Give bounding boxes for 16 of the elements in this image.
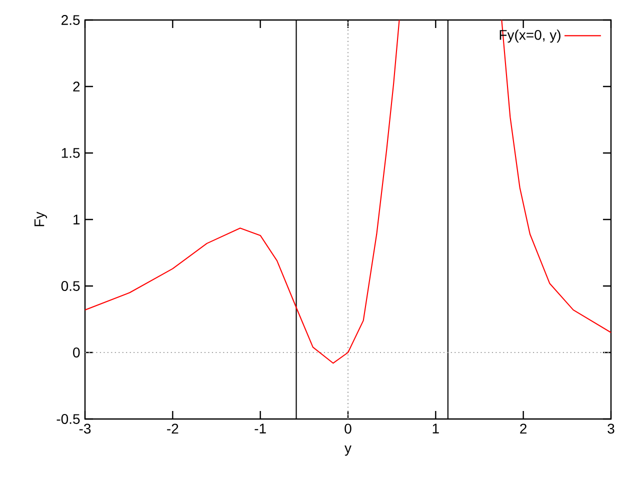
y-tick-label: 2	[73, 82, 80, 92]
y-tick-label: 1	[74, 214, 80, 224]
x-tick-label: 1	[432, 424, 439, 434]
y-tick-label: 0	[73, 348, 80, 358]
x-axis-title: y	[344, 445, 352, 456]
y-axis-title: Fy	[34, 212, 48, 226]
x-tick-label: 2	[520, 424, 526, 434]
y-tick-label: 0.5	[61, 281, 80, 291]
x-tick-label: -1	[254, 424, 266, 434]
x-tick-label: 3	[608, 424, 614, 434]
x-tick-label: -2	[167, 424, 178, 434]
x-tick-label: -3	[79, 424, 91, 434]
x-tick-label: 0	[344, 424, 352, 434]
y-tick-label: -0.5	[56, 414, 80, 424]
y-tick-label: 1.5	[62, 148, 80, 158]
y-tick-label: 2.5	[62, 15, 80, 25]
